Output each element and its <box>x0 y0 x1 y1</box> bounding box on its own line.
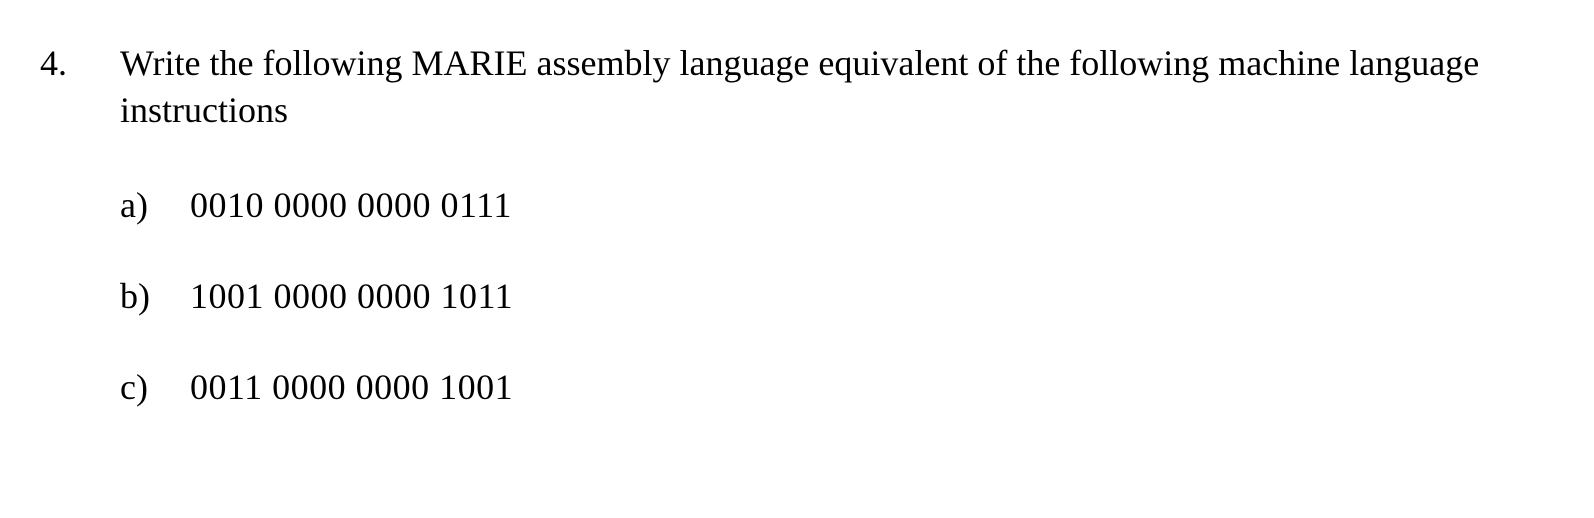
question-prompt: Write the following MARIE assembly langu… <box>120 40 1560 134</box>
question-row: 4. Write the following MARIE assembly la… <box>0 40 1594 134</box>
item-label-c: c) <box>120 366 190 409</box>
document-page: 4. Write the following MARIE assembly la… <box>0 0 1594 518</box>
item-label-a: a) <box>120 184 190 227</box>
list-item: a) 0010 0000 0000 0111 <box>120 184 1594 227</box>
item-binary-c: 0011 0000 0000 1001 <box>190 366 513 409</box>
item-binary-b: 1001 0000 0000 1011 <box>190 275 513 318</box>
question-number: 4. <box>40 40 120 87</box>
list-item: b) 1001 0000 0000 1011 <box>120 275 1594 318</box>
list-item: c) 0011 0000 0000 1001 <box>120 366 1594 409</box>
item-label-b: b) <box>120 275 190 318</box>
item-binary-a: 0010 0000 0000 0111 <box>190 184 512 227</box>
sub-items-list: a) 0010 0000 0000 0111 b) 1001 0000 0000… <box>0 184 1594 410</box>
